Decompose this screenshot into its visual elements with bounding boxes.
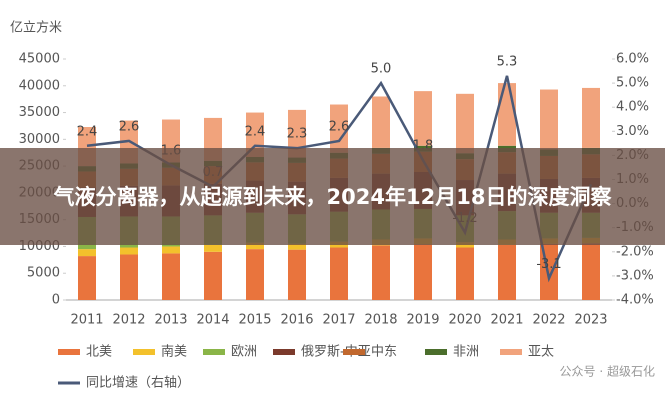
y-tick-label: 35000 [19, 105, 60, 120]
legend-swatch [273, 349, 295, 355]
legend-label: 俄罗斯-中亚 [301, 345, 371, 360]
y-tick-label: 40000 [19, 78, 60, 93]
bar-segment [162, 253, 180, 300]
title-banner: 气液分离器，从起源到未来，2024年12月18日的深度洞察 [0, 148, 665, 245]
data-label: 5.3 [497, 54, 518, 69]
y-tick-label: 30000 [19, 132, 60, 147]
bar-segment [414, 244, 432, 300]
data-label: -3.1 [536, 257, 561, 272]
legend-label: 北美 [86, 345, 112, 360]
x-tick-label: 2021 [490, 313, 523, 328]
data-label: 2.4 [77, 124, 98, 139]
bar-segment [330, 247, 348, 300]
bar-segment [204, 251, 222, 300]
legend-label: 同比增速（右轴） [86, 376, 190, 391]
bar-segment [78, 256, 96, 300]
x-tick-label: 2016 [280, 313, 313, 328]
data-label: 2.4 [245, 124, 266, 139]
x-tick-label: 2018 [364, 313, 397, 328]
bar-segment [246, 249, 264, 300]
x-tick-label: 2012 [112, 313, 145, 328]
legend-label: 欧洲 [231, 345, 257, 360]
bar-segment [120, 254, 138, 300]
x-tick-label: 2023 [574, 313, 607, 328]
y2-tick-label: 4.0% [616, 100, 649, 115]
bar-segment [456, 93, 474, 154]
x-tick-label: 2019 [406, 313, 439, 328]
x-tick-label: 2017 [322, 313, 355, 328]
bar-segment [456, 247, 474, 300]
y2-tick-label: -3.0% [616, 268, 654, 283]
bar-segment [498, 83, 516, 146]
legend-label: 亚太 [528, 345, 554, 360]
bar-segment [372, 96, 390, 148]
bar-segment [288, 109, 306, 158]
legend-swatch [500, 349, 522, 355]
y2-tick-label: -4.0% [616, 293, 654, 308]
legend-swatch [58, 349, 80, 355]
legend-swatch [425, 349, 447, 355]
bar-segment [582, 243, 600, 300]
legend-swatch [133, 349, 155, 355]
legend-label: 非洲 [453, 345, 479, 360]
data-label: 2.6 [329, 119, 350, 134]
bar-segment [120, 247, 138, 255]
legend-swatch [343, 349, 365, 355]
bar-segment [78, 249, 96, 257]
x-tick-label: 2014 [196, 313, 229, 328]
legend-swatch [203, 349, 225, 355]
y-tick-label: 0 [52, 293, 60, 308]
bar-segment [414, 91, 432, 146]
y-tick-label: 5000 [27, 266, 60, 281]
bar-segment [582, 87, 600, 148]
x-tick-label: 2022 [532, 313, 565, 328]
unit-label: 亿立方米 [10, 20, 62, 36]
data-label: 2.3 [287, 127, 308, 142]
bar-segment [540, 89, 558, 150]
bar-segment [204, 244, 222, 252]
bar-segment [498, 244, 516, 300]
data-label: 5.0 [371, 62, 392, 77]
bar-segment [162, 246, 180, 254]
x-tick-label: 2020 [448, 313, 481, 328]
x-tick-label: 2013 [154, 313, 187, 328]
y2-tick-label: -2.0% [616, 244, 654, 259]
banner-title: 气液分离器，从起源到未来，2024年12月18日的深度洞察 [53, 184, 612, 209]
x-tick-label: 2011 [70, 313, 103, 328]
x-tick-label: 2015 [238, 313, 271, 328]
bar-segment [372, 245, 390, 300]
watermark: 公众号 · 超级石化 [560, 364, 655, 379]
y2-tick-label: 6.0% [616, 52, 649, 67]
y2-tick-label: 3.0% [616, 124, 649, 139]
bar-segment [246, 242, 264, 250]
legend-label: 中东 [371, 345, 397, 360]
legend-label: 南美 [161, 344, 187, 360]
bar-segment [288, 249, 306, 300]
y-tick-label: 45000 [19, 52, 60, 67]
y2-tick-label: 5.0% [616, 76, 649, 91]
data-label: 2.6 [119, 119, 140, 134]
bar-segment [288, 243, 306, 250]
